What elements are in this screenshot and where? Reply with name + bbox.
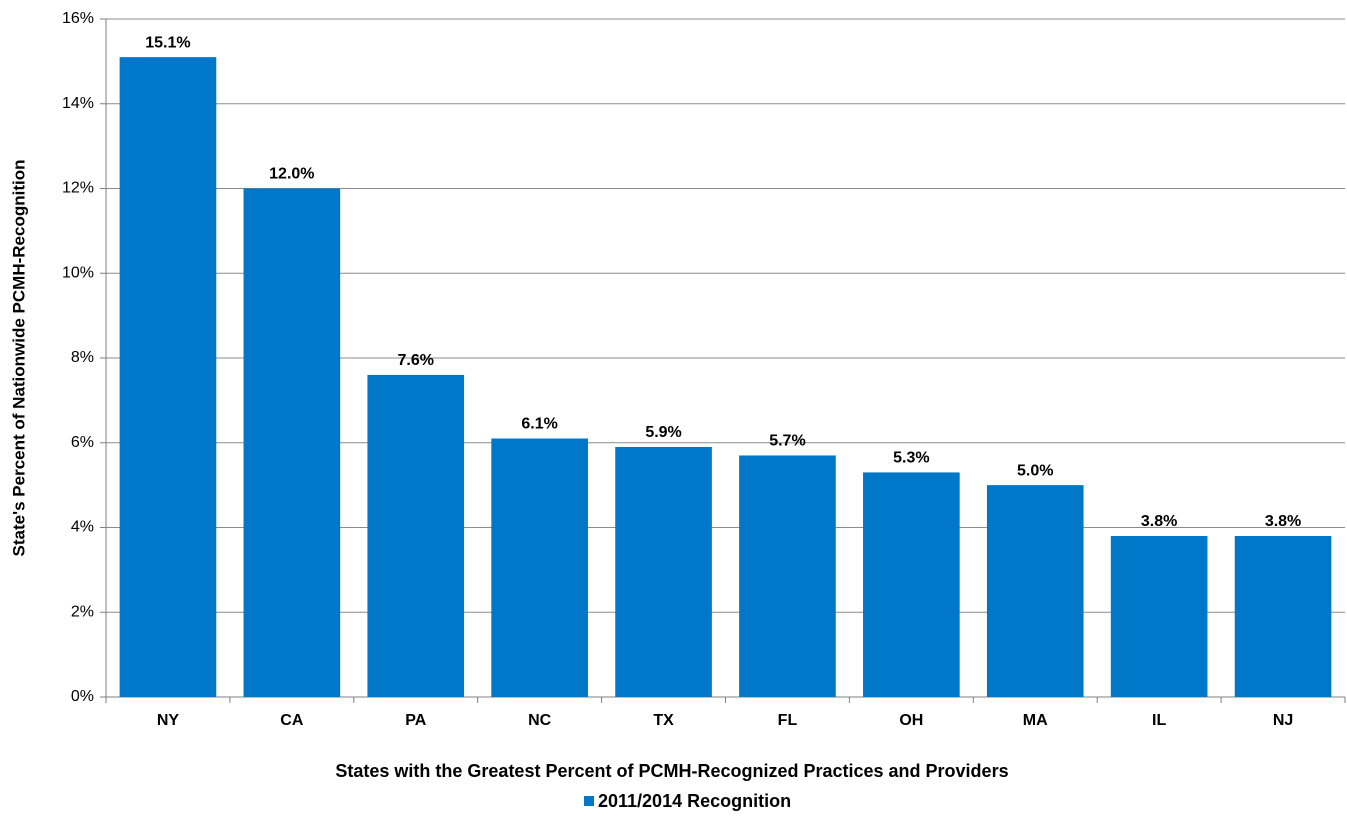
x-tick-label: TX (653, 712, 674, 729)
x-axis-label: States with the Greatest Percent of PCMH… (335, 761, 1008, 781)
x-tick-label: NC (528, 712, 552, 729)
x-tick-label: PA (405, 712, 426, 729)
data-label: 3.8% (1265, 513, 1301, 530)
y-tick-label: 4% (71, 519, 94, 536)
x-tick-label: FL (778, 712, 798, 729)
bar (739, 455, 836, 697)
bar (243, 188, 341, 697)
y-tick-label: 8% (71, 349, 94, 366)
x-tick-label: IL (1152, 712, 1166, 729)
y-axis-label: State's Percent of Nationwide PCMH-Recog… (9, 160, 28, 557)
bar (491, 438, 588, 697)
legend-label: 2011/2014 Recognition (598, 791, 791, 811)
x-tick-label: OH (899, 712, 923, 729)
bar (367, 374, 465, 697)
x-tick-label: NJ (1273, 712, 1293, 729)
y-tick-label: 16% (62, 10, 94, 27)
y-tick-label: 12% (62, 180, 94, 197)
bar (1110, 535, 1208, 697)
x-tick-label: MA (1023, 712, 1048, 729)
data-label: 3.8% (1141, 513, 1177, 530)
y-tick-label: 14% (62, 95, 94, 112)
y-tick-label: 10% (62, 264, 94, 281)
x-tick-label: NY (157, 712, 180, 729)
y-tick-label: 6% (71, 434, 94, 451)
bar (1234, 535, 1332, 697)
data-label: 6.1% (521, 416, 557, 433)
bar (863, 472, 960, 697)
bar (119, 57, 217, 697)
data-label: 5.7% (769, 433, 805, 450)
bar (986, 485, 1084, 697)
data-label: 5.0% (1017, 462, 1053, 479)
y-tick-label: 0% (71, 688, 94, 705)
y-tick-label: 2% (71, 603, 94, 620)
data-label: 7.6% (398, 352, 434, 369)
legend-swatch (584, 796, 594, 806)
x-tick-label: CA (280, 712, 304, 729)
bar (615, 446, 712, 697)
data-label: 5.9% (645, 424, 681, 441)
data-label: 12.0% (269, 166, 314, 183)
data-label: 5.3% (893, 450, 929, 467)
data-label: 15.1% (145, 34, 190, 51)
